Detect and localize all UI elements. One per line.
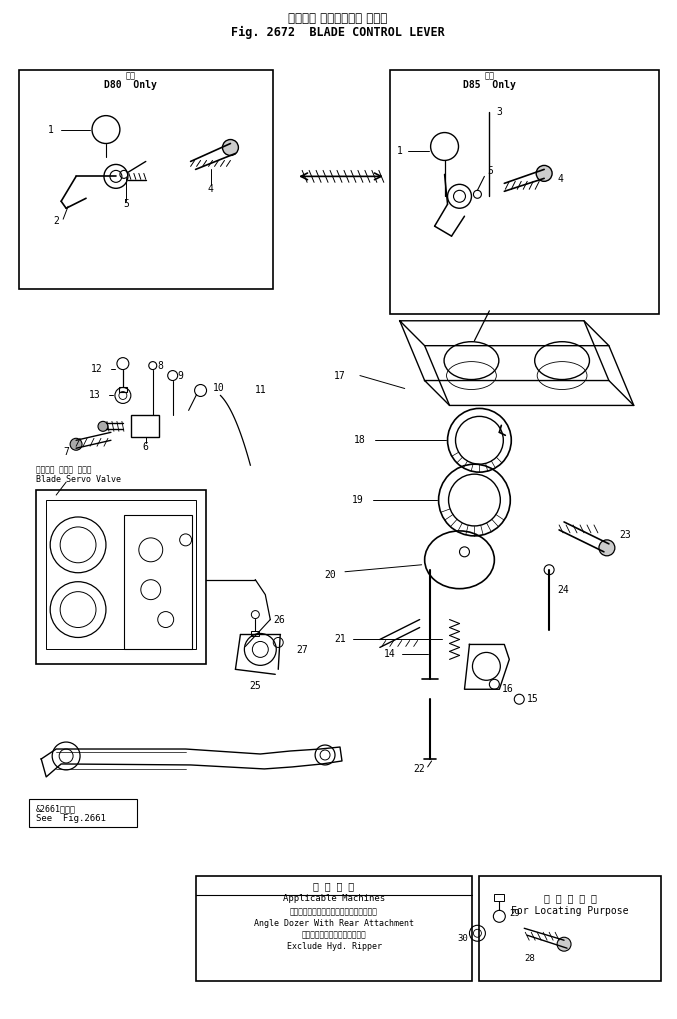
Bar	[119, 386, 127, 392]
Text: 14: 14	[384, 649, 395, 659]
Bar	[479, 876, 661, 981]
Bar	[251, 632, 259, 637]
Text: 6: 6	[143, 442, 149, 452]
Text: 27: 27	[296, 645, 308, 655]
Text: 29: 29	[509, 909, 520, 918]
Text: See  Fig.2661: See Fig.2661	[37, 814, 106, 823]
Text: 16: 16	[502, 685, 514, 694]
Text: For Locating Purpose: For Locating Purpose	[511, 906, 629, 916]
Text: 3: 3	[496, 107, 502, 116]
Bar	[37, 490, 206, 664]
Text: 24: 24	[557, 585, 569, 595]
Text: 18: 18	[354, 435, 366, 445]
Text: 20: 20	[324, 570, 336, 580]
Bar	[20, 70, 274, 289]
Text: 8: 8	[158, 361, 164, 371]
Text: Angle Dozer With Rear Attachment: Angle Dozer With Rear Attachment	[254, 919, 414, 927]
Text: 12: 12	[91, 364, 103, 374]
Bar	[494, 895, 504, 902]
Text: アングルドーザ後方アタッチメント装備車: アングルドーザ後方アタッチメント装備車	[290, 908, 378, 917]
Text: D85  Only: D85 Only	[463, 79, 516, 90]
Text: 5: 5	[487, 166, 494, 176]
Text: 13: 13	[89, 390, 101, 400]
Text: 21: 21	[334, 635, 346, 644]
Circle shape	[98, 422, 108, 431]
Bar	[131, 416, 158, 437]
Bar	[124, 515, 192, 649]
Text: Blade Servo Valve: Blade Servo Valve	[37, 475, 121, 484]
Text: ブレード コントロール レバー: ブレード コントロール レバー	[288, 11, 388, 24]
Text: 位 置 決 め 用: 位 置 決 め 用	[544, 894, 596, 904]
Text: 5: 5	[123, 200, 129, 209]
Text: 11: 11	[255, 385, 267, 395]
Text: 30: 30	[457, 933, 468, 943]
Text: 19: 19	[352, 495, 364, 505]
Text: 適 用 機 種: 適 用 機 種	[313, 881, 355, 892]
Circle shape	[223, 140, 238, 156]
Text: 専用: 専用	[484, 71, 494, 81]
Text: 17: 17	[334, 371, 346, 380]
Circle shape	[599, 540, 615, 555]
Text: 4: 4	[557, 174, 563, 184]
Text: 10: 10	[213, 383, 224, 393]
Text: 28: 28	[524, 954, 535, 963]
Text: 23: 23	[619, 530, 630, 540]
Text: D80  Only: D80 Only	[104, 79, 157, 90]
Text: 1: 1	[397, 147, 403, 157]
Text: &2661図参照: &2661図参照	[37, 804, 77, 813]
Circle shape	[70, 438, 82, 450]
Text: 22: 22	[414, 764, 426, 774]
Text: 26: 26	[274, 614, 285, 625]
Text: Fig. 2672  BLADE CONTROL LEVER: Fig. 2672 BLADE CONTROL LEVER	[231, 25, 445, 39]
Text: 4: 4	[208, 184, 213, 195]
Bar	[46, 500, 196, 649]
Bar	[29, 799, 137, 826]
Text: ブレード サーボ バルブ: ブレード サーボ バルブ	[37, 465, 92, 474]
Text: 1: 1	[48, 124, 54, 135]
Text: Exclude Hyd. Ripper: Exclude Hyd. Ripper	[286, 942, 382, 951]
Text: Applicable Machines: Applicable Machines	[283, 894, 385, 903]
Bar	[390, 70, 659, 314]
Text: 9: 9	[177, 371, 183, 380]
Text: ハイドロリックリッパーは除く: ハイドロリックリッパーは除く	[302, 930, 366, 940]
Text: 2: 2	[53, 216, 59, 226]
Text: 7: 7	[63, 447, 69, 458]
Text: 専用: 専用	[126, 71, 136, 81]
Circle shape	[536, 165, 552, 181]
Bar	[196, 876, 473, 981]
Text: 15: 15	[527, 694, 539, 704]
Text: 25: 25	[249, 682, 261, 691]
Circle shape	[557, 937, 571, 951]
